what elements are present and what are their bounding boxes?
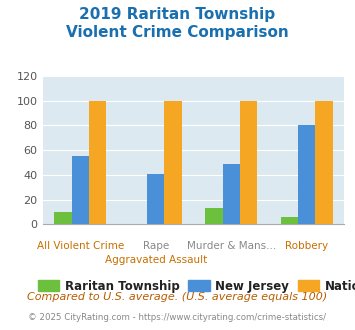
Text: Murder & Mans...: Murder & Mans...: [187, 241, 276, 251]
Bar: [147, 174, 164, 224]
Text: All Violent Crime: All Violent Crime: [37, 241, 124, 251]
Bar: [89, 101, 106, 224]
Text: Aggravated Assault: Aggravated Assault: [105, 255, 207, 265]
Bar: [298, 125, 315, 224]
Bar: [54, 212, 72, 224]
Text: 2019 Raritan Township
Violent Crime Comparison: 2019 Raritan Township Violent Crime Comp…: [66, 7, 289, 40]
Text: Robbery: Robbery: [285, 241, 328, 251]
Bar: [240, 101, 257, 224]
Bar: [205, 208, 223, 224]
Bar: [280, 217, 298, 224]
Legend: Raritan Township, New Jersey, National: Raritan Township, New Jersey, National: [33, 275, 355, 297]
Text: Rape: Rape: [143, 241, 169, 251]
Bar: [315, 101, 333, 224]
Text: Compared to U.S. average. (U.S. average equals 100): Compared to U.S. average. (U.S. average …: [27, 292, 328, 302]
Bar: [164, 101, 182, 224]
Bar: [72, 156, 89, 224]
Text: © 2025 CityRating.com - https://www.cityrating.com/crime-statistics/: © 2025 CityRating.com - https://www.city…: [28, 313, 327, 322]
Bar: [223, 164, 240, 224]
